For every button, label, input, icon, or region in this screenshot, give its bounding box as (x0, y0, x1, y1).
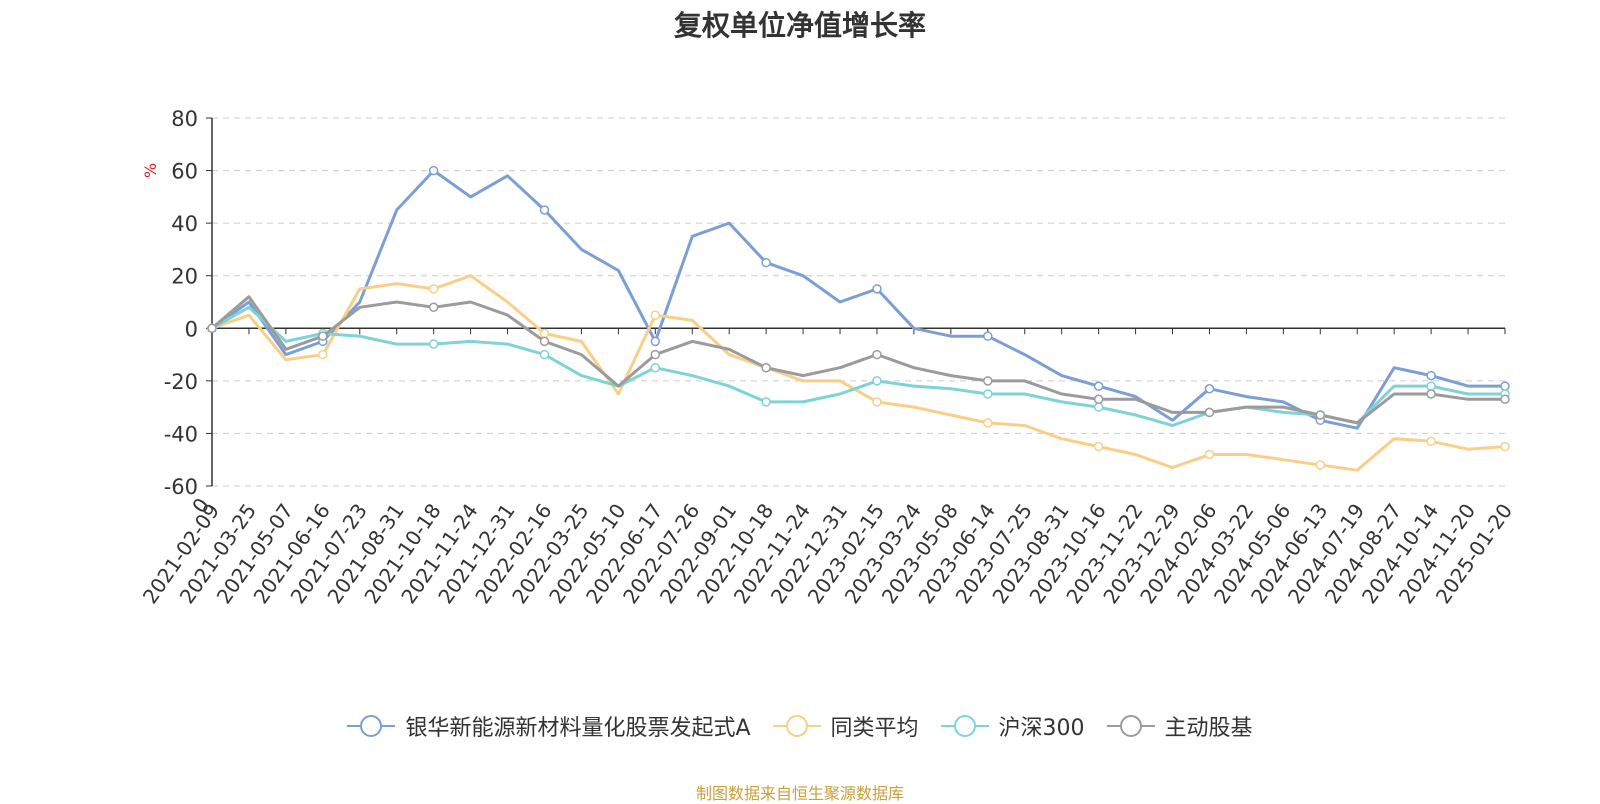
data-point (1204, 407, 1215, 418)
data-point (1315, 460, 1326, 470)
y-tick-label: 80 (171, 107, 198, 131)
data-point (872, 397, 882, 407)
data-point (318, 331, 328, 341)
data-point (207, 323, 217, 334)
legend-symbol-icon (347, 715, 396, 737)
data-point (872, 376, 882, 386)
data-point (539, 205, 550, 215)
data-point (983, 331, 993, 341)
data-point (1204, 383, 1215, 394)
data-point (539, 349, 550, 360)
data-point (428, 339, 439, 349)
series-line (211, 274, 1506, 472)
data-point (1500, 441, 1510, 452)
data-point (1500, 394, 1510, 405)
legend-symbol-icon (940, 715, 989, 737)
legend-label: 同类平均 (830, 716, 919, 741)
series-line (211, 305, 1505, 427)
data-point (1093, 402, 1104, 412)
data-point (539, 336, 550, 347)
legend-label: 银华新能源新材料量化股票发起式A (405, 716, 751, 741)
legend-symbol-icon (772, 715, 821, 737)
data-point (650, 349, 661, 360)
data-point (1093, 394, 1104, 405)
data-point (428, 165, 439, 176)
chart-plot: 806040200-20-40-60%02021-02-092021-03-25… (138, 107, 1517, 608)
data-point (650, 362, 661, 373)
legend-label: 主动股基 (1164, 716, 1253, 741)
data-point (761, 257, 771, 268)
data-point (1426, 389, 1436, 399)
y-tick-label: -40 (164, 422, 198, 446)
data-point (1093, 381, 1104, 391)
data-point (761, 397, 771, 407)
data-point (1500, 381, 1510, 391)
data-point (428, 284, 439, 294)
data-point (1093, 441, 1104, 452)
data-point (983, 418, 993, 428)
series-line (211, 169, 1505, 430)
chart-title: 复权单位净值增长率 (673, 9, 926, 42)
data-point (1204, 449, 1215, 460)
series-line (211, 295, 1505, 425)
y-tick-label: 20 (171, 265, 198, 289)
data-point (1426, 381, 1436, 391)
data-point (761, 362, 771, 373)
data-point (983, 376, 993, 386)
series-lines (207, 165, 1510, 472)
y-tick-label: 0 (185, 317, 198, 341)
data-point (1426, 436, 1436, 447)
data-point (872, 284, 882, 294)
source-note: 制图数据来自恒生聚源数据库 (695, 784, 904, 803)
legend: 银华新能源新材料量化股票发起式A 同类平均 沪深300 主动股基 (0, 710, 1600, 742)
data-point (318, 349, 328, 360)
data-point (872, 349, 882, 360)
data-point (1426, 370, 1436, 381)
data-point (1315, 410, 1326, 420)
y-tick-label: 40 (171, 212, 198, 236)
legend-item[interactable]: 沪深300 (940, 710, 1085, 742)
data-point (539, 328, 550, 339)
y-axis-unit-label: % (141, 163, 160, 178)
legend-item[interactable]: 银华新能源新材料量化股票发起式A (347, 710, 751, 742)
legend-symbol-icon (1106, 715, 1155, 737)
legend-item[interactable]: 同类平均 (772, 710, 919, 742)
legend-item[interactable]: 主动股基 (1106, 710, 1253, 742)
data-point (650, 310, 661, 320)
data-point (428, 302, 439, 313)
data-point (650, 336, 661, 347)
data-point (983, 389, 993, 399)
y-tick-label: 60 (171, 160, 198, 184)
axis-labels: 806040200-20-40-60%02021-02-092021-03-25… (138, 107, 1517, 608)
y-tick-label: -60 (164, 475, 198, 499)
legend-label: 沪深300 (998, 716, 1085, 741)
y-tick-label: -20 (164, 370, 198, 394)
